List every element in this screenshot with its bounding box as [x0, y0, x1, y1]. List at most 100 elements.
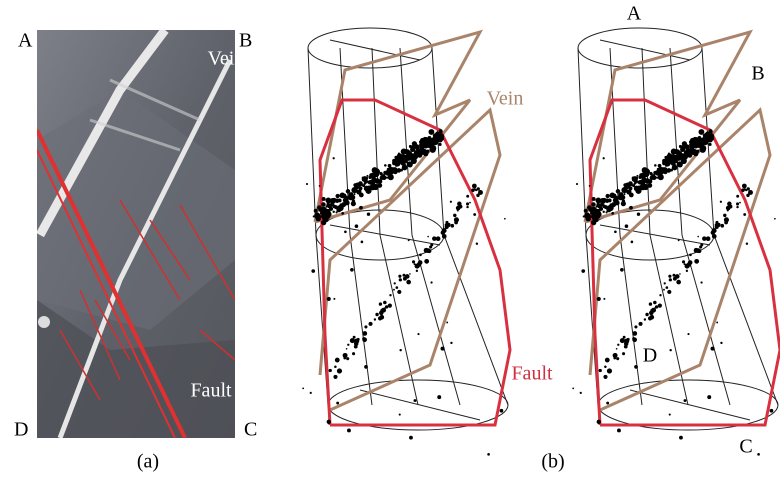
event-point — [645, 312, 649, 317]
event-point — [412, 153, 418, 160]
event-point — [353, 193, 356, 196]
event-point — [603, 297, 606, 300]
event-point — [583, 208, 588, 213]
event-point — [591, 197, 596, 201]
event-point — [436, 136, 442, 141]
event-point — [375, 180, 379, 184]
event-point — [689, 253, 692, 257]
event-point — [423, 247, 429, 253]
rock-speck — [38, 316, 50, 328]
event-point — [636, 212, 641, 216]
event-point — [381, 174, 386, 179]
event-point — [655, 170, 661, 176]
event-point — [350, 267, 354, 272]
event-point — [404, 150, 408, 154]
event-point — [429, 146, 436, 153]
corner-label: C — [244, 419, 257, 441]
event-point — [630, 240, 634, 244]
event-point — [337, 198, 342, 203]
event-point — [335, 193, 340, 199]
event-point — [602, 157, 605, 160]
event-point — [659, 167, 667, 174]
event-point — [384, 305, 389, 309]
event-point — [328, 368, 332, 373]
event-point — [693, 247, 699, 253]
corner-label: B — [239, 30, 252, 52]
event-point — [347, 193, 355, 201]
event-point — [336, 368, 343, 374]
event-point — [359, 205, 363, 210]
event-point — [342, 352, 348, 358]
event-point — [358, 192, 364, 198]
event-point — [720, 341, 723, 345]
event-point — [350, 201, 356, 207]
event-point — [672, 273, 676, 277]
event-point — [596, 199, 601, 204]
event-point — [623, 193, 626, 196]
event-point — [630, 184, 634, 187]
event-point — [409, 273, 411, 275]
event-point — [438, 129, 443, 134]
event-point — [403, 154, 409, 161]
event-point — [345, 189, 351, 194]
event-point — [615, 189, 621, 194]
event-point — [333, 297, 336, 300]
event-point — [743, 213, 747, 216]
event-point — [607, 198, 612, 203]
event-point — [702, 236, 707, 241]
event-point — [411, 260, 416, 264]
event-point — [604, 365, 607, 369]
event-point — [654, 305, 659, 309]
event-point — [596, 216, 600, 219]
event-point — [465, 202, 470, 206]
event-point — [455, 205, 461, 211]
event-point — [632, 337, 636, 341]
event-point — [651, 174, 656, 179]
event-point — [739, 201, 741, 204]
event-point — [332, 210, 335, 213]
corner-label: A — [18, 30, 33, 52]
event-point — [668, 274, 672, 278]
event-point — [373, 318, 377, 321]
event-point — [385, 170, 391, 176]
event-point — [430, 243, 434, 247]
event-point — [469, 201, 471, 204]
event-point — [659, 294, 662, 297]
event-point — [302, 387, 305, 390]
event-point — [440, 346, 445, 351]
event-point — [679, 435, 683, 440]
event-point — [324, 218, 329, 223]
cylinder-edge — [609, 47, 643, 406]
event-point — [417, 333, 420, 336]
event-point — [397, 289, 402, 295]
event-point — [378, 302, 383, 306]
event-point — [666, 168, 672, 173]
event-point — [384, 164, 387, 167]
event-point — [736, 205, 739, 209]
event-point — [321, 197, 326, 201]
event-point — [326, 216, 330, 219]
event-point — [746, 193, 750, 198]
event-point — [591, 202, 596, 207]
event-point — [769, 408, 774, 413]
event-point — [694, 258, 700, 264]
event-point — [673, 154, 679, 161]
event-point — [613, 200, 619, 206]
event-point — [366, 187, 371, 191]
event-point — [318, 185, 321, 187]
cylinder-edge — [641, 47, 689, 406]
event-point — [402, 273, 406, 277]
event-point — [683, 399, 687, 402]
event-point — [667, 152, 671, 155]
event-point — [629, 205, 633, 210]
event-point — [716, 224, 721, 228]
event-point — [605, 211, 608, 214]
event-point — [329, 204, 332, 207]
event-point — [584, 212, 591, 219]
event-point — [334, 365, 337, 369]
event-point — [387, 174, 394, 181]
event-point — [653, 300, 657, 305]
cylinder-edge — [371, 47, 419, 406]
event-point — [326, 419, 332, 425]
event-point — [602, 210, 605, 213]
